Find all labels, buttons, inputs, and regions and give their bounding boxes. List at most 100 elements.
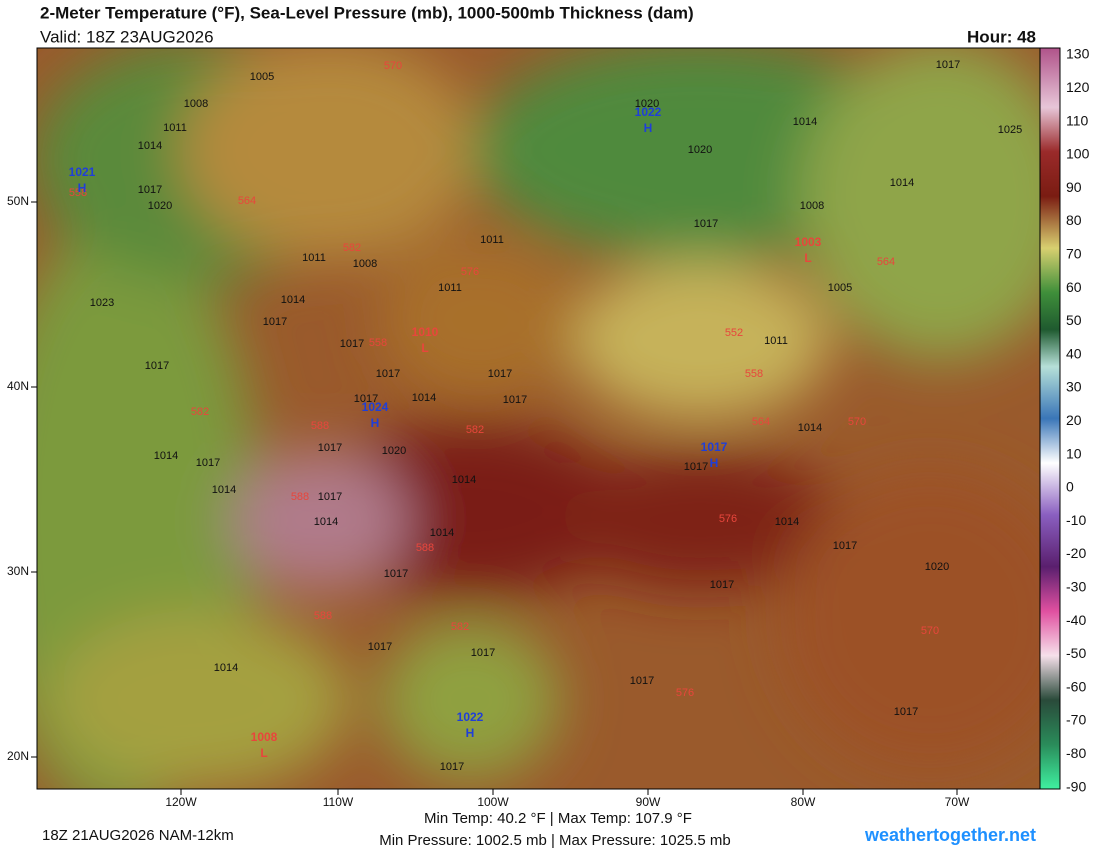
lon-label: 90W bbox=[636, 795, 661, 809]
colorbar-label: -60 bbox=[1066, 678, 1086, 694]
isobar-label: 1017 bbox=[340, 338, 364, 350]
isobar-label: 1014 bbox=[314, 516, 338, 528]
pressure-center-value: 1010 bbox=[412, 325, 439, 339]
isobar-label: 1017 bbox=[318, 442, 342, 454]
valid-time: Valid: 18Z 23AUG2026 bbox=[40, 27, 214, 46]
colorbar-label: -10 bbox=[1066, 512, 1086, 528]
isobar-label: 1023 bbox=[90, 297, 114, 309]
map bbox=[37, 48, 1040, 789]
model-run: 18Z 21AUG2026 NAM-12km bbox=[42, 827, 234, 844]
thickness-label: 558 bbox=[369, 337, 387, 349]
pressure-center-letter: L bbox=[421, 341, 428, 355]
isobar-label: 1017 bbox=[488, 368, 512, 380]
isobar-label: 1020 bbox=[688, 144, 712, 156]
colorbar bbox=[1039, 47, 1061, 790]
pressure-center-value: 1024 bbox=[362, 400, 389, 414]
isobar-label: 1014 bbox=[412, 392, 436, 404]
isobar-label: 1017 bbox=[354, 393, 378, 405]
lon-label: 70W bbox=[945, 795, 970, 809]
isobar-label: 1014 bbox=[798, 422, 822, 434]
colorbar-label: 40 bbox=[1066, 345, 1082, 361]
thickness-label: 552 bbox=[725, 327, 743, 339]
colorbar-label: 0 bbox=[1066, 479, 1074, 495]
colorbar-label: -30 bbox=[1066, 579, 1086, 595]
isobar-label: 1017 bbox=[376, 368, 400, 380]
thickness-label: 588 bbox=[311, 420, 329, 432]
pressure-center-value: 1008 bbox=[251, 730, 278, 744]
isobar-label: 1020 bbox=[925, 561, 949, 573]
isobar-label: 1017 bbox=[138, 184, 162, 196]
isobar-label: 1020 bbox=[148, 200, 172, 212]
isobar-label: 1014 bbox=[281, 294, 305, 306]
isobar-label: 1017 bbox=[471, 647, 495, 659]
site-name[interactable]: weathertogether.net bbox=[864, 825, 1036, 845]
isobar-label: 1011 bbox=[480, 234, 504, 246]
isobar-label: 1014 bbox=[214, 662, 238, 674]
isobar-label: 1014 bbox=[890, 177, 914, 189]
pressure-center-value: 1022 bbox=[457, 710, 484, 724]
pressure-center-value: 1022 bbox=[635, 105, 662, 119]
thickness-label: 582 bbox=[451, 621, 469, 633]
isobar-label: 1008 bbox=[800, 200, 824, 212]
colorbar-label: -50 bbox=[1066, 645, 1086, 661]
pressure-center-value: 1021 bbox=[69, 165, 96, 179]
isobar-label: 1017 bbox=[630, 675, 654, 687]
thickness-label: 564 bbox=[877, 256, 895, 268]
colorbar-label: 60 bbox=[1066, 279, 1082, 295]
colorbar-label: 90 bbox=[1066, 179, 1082, 195]
colorbar-label: 120 bbox=[1066, 79, 1090, 95]
thickness-label: 558 bbox=[745, 368, 763, 380]
colorbar-label: 30 bbox=[1066, 379, 1082, 395]
isobar-label: 1008 bbox=[353, 258, 377, 270]
isobar-label: 1008 bbox=[184, 98, 208, 110]
colorbar-label: -20 bbox=[1066, 545, 1086, 561]
isobar-label: 1014 bbox=[430, 527, 454, 539]
thickness-label: 588 bbox=[291, 491, 309, 503]
thickness-label: 576 bbox=[676, 687, 694, 699]
thickness-label: 570 bbox=[384, 60, 402, 72]
lat-label: 40N bbox=[7, 379, 29, 393]
lon-label: 100W bbox=[477, 795, 509, 809]
thickness-label: 582 bbox=[466, 424, 484, 436]
isobar-label: 1005 bbox=[828, 282, 852, 294]
thickness-label: 588 bbox=[314, 610, 332, 622]
title: 2-Meter Temperature (°F), Sea-Level Pres… bbox=[40, 3, 694, 22]
colorbar-label: 130 bbox=[1066, 46, 1090, 62]
pressure-range: Min Pressure: 1002.5 mb | Max Pressure: … bbox=[379, 832, 731, 849]
isobar-label: 1017 bbox=[694, 218, 718, 230]
isobar-label: 1017 bbox=[196, 457, 220, 469]
isobar-label: 1014 bbox=[212, 484, 236, 496]
colorbar-label: -70 bbox=[1066, 712, 1086, 728]
lon-label: 120W bbox=[165, 795, 197, 809]
isobar-label: 1017 bbox=[145, 360, 169, 372]
isobar-label: 1011 bbox=[764, 335, 788, 347]
colorbar-label: 50 bbox=[1066, 312, 1082, 328]
colorbar-label: -90 bbox=[1066, 778, 1086, 794]
isobar-label: 1014 bbox=[138, 140, 162, 152]
thickness-label: 582 bbox=[191, 406, 209, 418]
pressure-center-letter: H bbox=[466, 726, 475, 740]
isobar-label: 1020 bbox=[382, 445, 406, 457]
colorbar-label: 10 bbox=[1066, 445, 1082, 461]
isobar-label: 1017 bbox=[833, 540, 857, 552]
thickness-label: 582 bbox=[343, 242, 361, 254]
pressure-center-value: 1003 bbox=[795, 235, 822, 249]
lon-label: 110W bbox=[323, 795, 354, 809]
isobar-label: 1020 bbox=[635, 98, 659, 110]
isobar-label: 1017 bbox=[384, 568, 408, 580]
thickness-label: 576 bbox=[461, 266, 479, 278]
isobar-label: 1014 bbox=[775, 516, 799, 528]
pressure-center-letter: L bbox=[804, 251, 811, 265]
colorbar-label: -40 bbox=[1066, 612, 1086, 628]
isobar-label: 1014 bbox=[452, 474, 476, 486]
isobar-label: 1014 bbox=[793, 116, 817, 128]
thickness-label: 588 bbox=[416, 542, 434, 554]
colorbar-label: 110 bbox=[1066, 112, 1089, 128]
thickness-label: 570 bbox=[848, 416, 866, 428]
isobar-label: 1005 bbox=[250, 71, 274, 83]
isobar-label: 1017 bbox=[318, 491, 342, 503]
thickness-label: 558 bbox=[69, 187, 87, 199]
thickness-label: 570 bbox=[921, 625, 939, 637]
temp-range: Min Temp: 40.2 °F | Max Temp: 107.9 °F bbox=[424, 810, 692, 827]
